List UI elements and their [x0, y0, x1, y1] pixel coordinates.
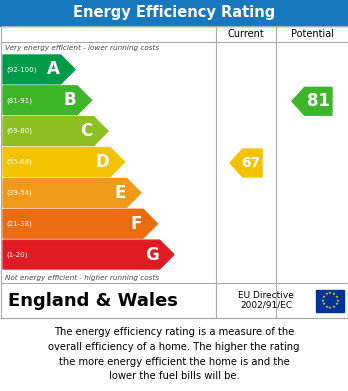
- Bar: [0, 0, 348, 26]
- Text: ★: ★: [332, 305, 336, 309]
- Polygon shape: [230, 149, 262, 177]
- Text: 2002/91/EC: 2002/91/EC: [240, 301, 292, 310]
- Text: ★: ★: [335, 298, 339, 303]
- Polygon shape: [3, 209, 158, 238]
- Polygon shape: [292, 87, 332, 115]
- Polygon shape: [3, 117, 108, 145]
- Text: (69-80): (69-80): [6, 128, 32, 135]
- Text: (1-20): (1-20): [6, 251, 27, 258]
- Text: C: C: [80, 122, 93, 140]
- Polygon shape: [3, 147, 125, 176]
- Text: (39-54): (39-54): [6, 190, 32, 196]
- Text: ★: ★: [334, 295, 339, 299]
- Text: ★: ★: [321, 298, 324, 303]
- Text: Potential: Potential: [291, 29, 333, 39]
- Text: ★: ★: [328, 306, 332, 310]
- Polygon shape: [3, 86, 92, 115]
- Text: (92-100): (92-100): [6, 66, 37, 73]
- Text: (81-91): (81-91): [6, 97, 32, 104]
- Polygon shape: [3, 55, 75, 84]
- Text: England & Wales: England & Wales: [8, 292, 178, 310]
- Polygon shape: [3, 240, 174, 269]
- Text: Current: Current: [228, 29, 264, 39]
- Text: ★: ★: [322, 302, 325, 306]
- Bar: [316, 289, 344, 312]
- Text: ★: ★: [328, 291, 332, 295]
- Text: ★: ★: [334, 302, 339, 306]
- Text: The energy efficiency rating is a measure of the
overall efficiency of a home. T: The energy efficiency rating is a measur…: [48, 327, 300, 381]
- Text: (55-68): (55-68): [6, 159, 32, 165]
- Text: D: D: [95, 153, 109, 171]
- Text: 81: 81: [307, 92, 330, 110]
- Text: ★: ★: [322, 295, 325, 299]
- Text: Very energy efficient - lower running costs: Very energy efficient - lower running co…: [5, 45, 159, 51]
- Text: E: E: [114, 184, 126, 202]
- Text: (21-38): (21-38): [6, 221, 32, 227]
- Text: G: G: [145, 246, 159, 264]
- Text: ★: ★: [332, 292, 336, 296]
- Bar: [0, 26, 348, 318]
- Text: Energy Efficiency Rating: Energy Efficiency Rating: [73, 5, 275, 20]
- Text: A: A: [47, 61, 60, 79]
- Text: EU Directive: EU Directive: [238, 291, 294, 300]
- Text: ★: ★: [324, 305, 328, 309]
- Text: 67: 67: [241, 156, 260, 170]
- Text: F: F: [131, 215, 142, 233]
- Text: B: B: [64, 91, 76, 109]
- Polygon shape: [3, 178, 141, 207]
- Text: Not energy efficient - higher running costs: Not energy efficient - higher running co…: [5, 275, 159, 281]
- Text: ★: ★: [324, 292, 328, 296]
